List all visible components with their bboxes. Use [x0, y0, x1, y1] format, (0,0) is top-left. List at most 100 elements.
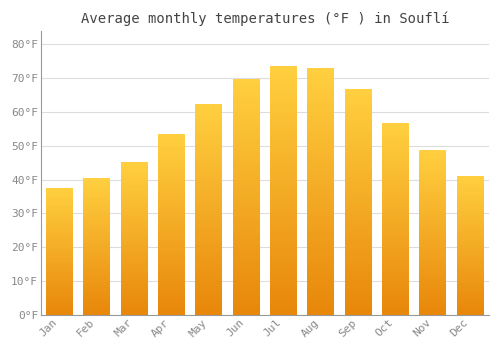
Bar [46, 307, 73, 308]
Bar [308, 288, 334, 290]
Bar [196, 165, 222, 167]
Bar [420, 196, 446, 197]
Bar [420, 225, 446, 227]
Bar [46, 268, 73, 269]
Bar [121, 231, 148, 232]
Bar [382, 240, 409, 242]
Bar [308, 258, 334, 260]
Bar [420, 265, 446, 267]
Bar [457, 231, 483, 233]
Bar [233, 86, 260, 88]
Bar [158, 268, 185, 270]
Bar [196, 222, 222, 224]
Bar [345, 225, 372, 227]
Bar [420, 267, 446, 268]
Bar [46, 234, 73, 235]
Bar [382, 228, 409, 230]
Bar [270, 243, 297, 245]
Bar [196, 163, 222, 165]
Bar [233, 260, 260, 263]
Bar [382, 154, 409, 155]
Bar [345, 193, 372, 195]
Bar [345, 105, 372, 107]
Bar [345, 218, 372, 220]
Bar [345, 119, 372, 121]
Bar [382, 309, 409, 311]
Bar [46, 235, 73, 236]
Bar [233, 286, 260, 289]
Bar [382, 261, 409, 263]
Bar [158, 163, 185, 164]
Bar [345, 308, 372, 310]
Bar [270, 230, 297, 233]
Bar [382, 136, 409, 138]
Bar [46, 223, 73, 224]
Bar [84, 289, 110, 290]
Bar [270, 121, 297, 123]
Bar [158, 253, 185, 255]
Bar [196, 230, 222, 232]
Bar [420, 301, 446, 303]
Bar [270, 262, 297, 265]
Bar [121, 164, 148, 166]
Bar [420, 202, 446, 204]
Bar [84, 182, 110, 183]
Bar [457, 248, 483, 249]
Bar [121, 236, 148, 237]
Bar [420, 300, 446, 301]
Bar [233, 79, 260, 81]
Bar [121, 217, 148, 219]
Bar [233, 112, 260, 114]
Bar [121, 267, 148, 269]
Bar [84, 256, 110, 257]
Bar [308, 196, 334, 199]
Bar [158, 240, 185, 242]
Bar [46, 314, 73, 315]
Bar [84, 254, 110, 256]
Bar [46, 224, 73, 225]
Bar [420, 193, 446, 194]
Bar [233, 244, 260, 246]
Bar [158, 277, 185, 279]
Bar [270, 228, 297, 230]
Bar [345, 130, 372, 132]
Bar [457, 262, 483, 263]
Bar [158, 179, 185, 181]
Bar [457, 176, 483, 177]
Bar [345, 180, 372, 182]
Bar [46, 258, 73, 259]
Bar [457, 306, 483, 308]
Bar [420, 222, 446, 224]
Bar [457, 299, 483, 301]
Bar [382, 144, 409, 146]
Bar [196, 188, 222, 190]
Bar [46, 206, 73, 207]
Bar [158, 280, 185, 282]
Bar [121, 287, 148, 289]
Bar [233, 234, 260, 237]
Bar [121, 226, 148, 228]
Bar [345, 206, 372, 209]
Bar [420, 290, 446, 292]
Bar [196, 260, 222, 262]
Bar [84, 308, 110, 309]
Bar [84, 237, 110, 238]
Bar [84, 297, 110, 298]
Bar [457, 191, 483, 192]
Bar [84, 193, 110, 194]
Bar [233, 145, 260, 147]
Bar [270, 205, 297, 208]
Bar [84, 257, 110, 259]
Bar [233, 103, 260, 105]
Bar [84, 212, 110, 214]
Bar [308, 194, 334, 196]
Bar [308, 223, 334, 226]
Bar [308, 132, 334, 135]
Bar [345, 204, 372, 206]
Bar [420, 199, 446, 201]
Bar [158, 311, 185, 313]
Bar [196, 302, 222, 304]
Bar [382, 138, 409, 140]
Bar [345, 146, 372, 148]
Bar [196, 308, 222, 310]
